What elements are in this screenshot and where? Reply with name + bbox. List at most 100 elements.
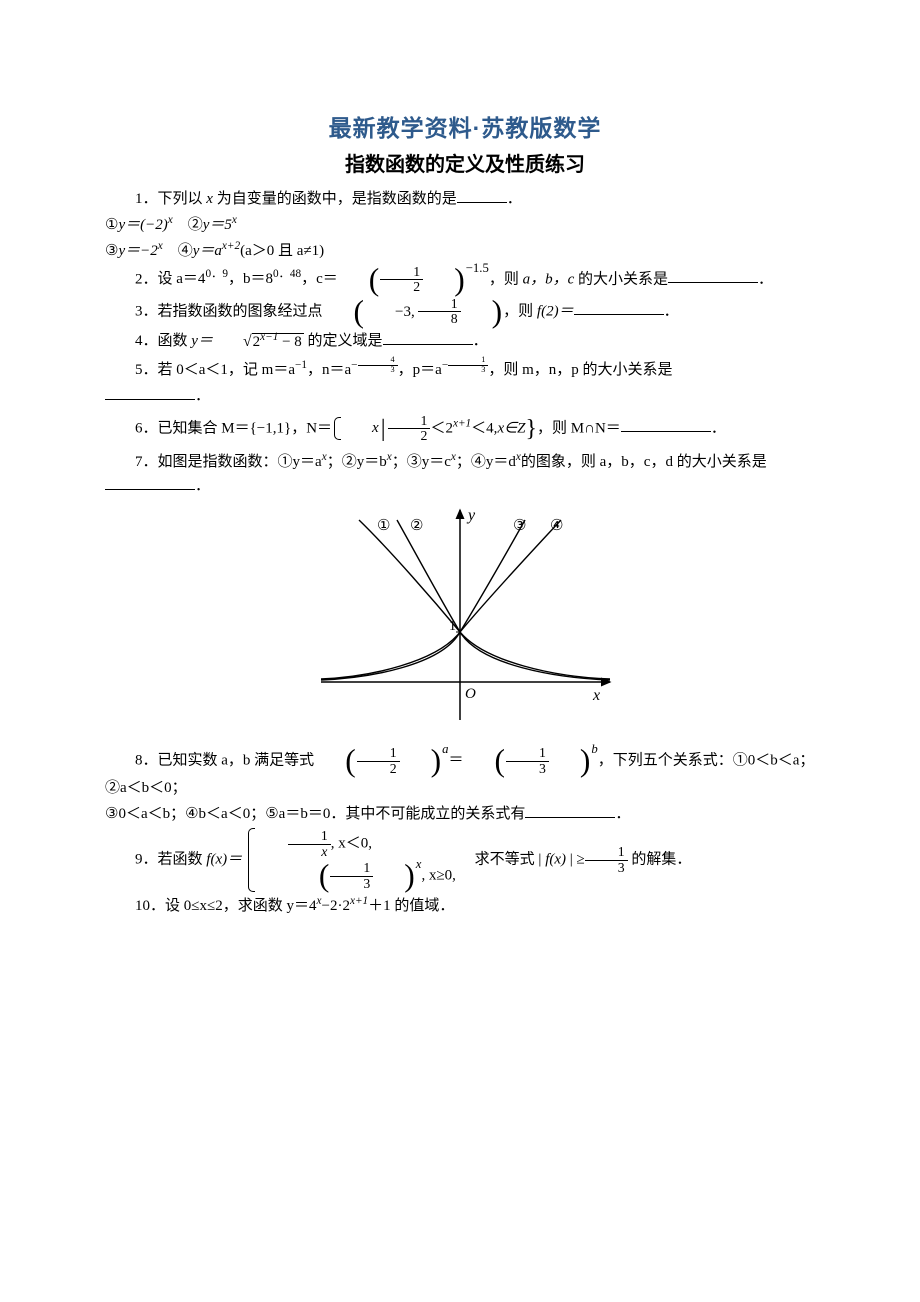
header-title: 最新教学资料·苏教版数学 [105, 110, 825, 147]
q3-point: (−3,18) [323, 297, 504, 327]
exponential-graph: yxO1①②③④ [315, 502, 615, 732]
q7-figure: yxO1①②③④ [105, 502, 825, 740]
q7-dot: ． [195, 478, 210, 494]
q9-c2cond: , x≥0, [421, 867, 455, 883]
question-8: 8．已知实数 a，b 满足等式(12)a＝(13)b，下列五个关系式：①0＜b＜… [105, 746, 825, 800]
q9-cases: 1x, x＜0, (13)x, x≥0, [246, 828, 456, 892]
q6-ineq-exp: x+1 [453, 417, 471, 429]
q2-frac-n: 1 [380, 265, 423, 280]
q6-dot: ． [711, 420, 726, 436]
q6-blank [621, 418, 711, 432]
q3-dot: ． [664, 303, 679, 319]
q1-opt2-math: y＝5 [203, 217, 232, 233]
q8-rd: 3 [506, 762, 549, 776]
q8-lexp: a [442, 742, 448, 756]
question-7: 7．如图是指数函数：①y＝ax；②y＝bx；③y＝cx；④y＝dx的图象，则 a… [105, 450, 825, 498]
q10-number: 10． [135, 898, 165, 914]
q3-number: 3． [135, 303, 158, 319]
q5-dot: ． [195, 388, 210, 404]
q6-b: ，则 M∩N＝ [537, 420, 621, 436]
q2-b-exp: 0．48 [273, 268, 301, 280]
q8-right-frac: (13) [463, 746, 591, 776]
q3-blank [574, 301, 664, 315]
svg-text:x: x [592, 687, 600, 704]
q1-dot: ． [507, 191, 522, 207]
q3-pt-x: −3, [365, 300, 418, 324]
q1-stem-b: 为自变量的函数中，是指数函数的是 [213, 191, 457, 207]
q4-sqrt: √2x−1 − 8 [213, 329, 304, 354]
q5-blank [105, 385, 195, 399]
q3-fx: f(2)＝ [537, 303, 574, 319]
q6-set-close-icon: } [526, 416, 538, 442]
q9-number: 9． [135, 851, 158, 867]
q3-frac-d: 8 [418, 312, 461, 326]
q4-blank [383, 331, 473, 345]
q8-rexp: b [591, 742, 597, 756]
q8-eq: ＝ [448, 753, 463, 769]
q4-rad-exp: x−1 [260, 331, 278, 343]
q2-parenfrac: (12) [338, 265, 466, 295]
q8-ln: 1 [357, 746, 400, 761]
q1-opt2-exp: x [232, 214, 237, 226]
q1-stem-a: 下列以 [158, 191, 207, 207]
q10-e2: x+1 [350, 895, 368, 907]
q1-var-x: x [206, 191, 213, 207]
question-2: 2．设 a＝40．9，b＝80．48，c＝(12)−1.5，则 a，b，c 的大… [105, 265, 825, 295]
q9-a: 若函数 [158, 851, 207, 867]
q4-b: 的定义域是 [304, 333, 383, 349]
q1-opt3-label: ③ [105, 243, 118, 259]
q5-b: ，n＝a [307, 362, 351, 378]
question-9: 9．若函数 f(x)＝ 1x, x＜0, (13)x, x≥0, 求不等式 | … [105, 828, 825, 892]
q4-rad-tail: − 8 [278, 334, 301, 350]
q4-a: 函数 [158, 333, 192, 349]
q9-c2exp: x [416, 857, 422, 871]
q2-dot: ． [758, 271, 773, 287]
header-subtitle: 指数函数的定义及性质练习 [105, 149, 825, 181]
q9-c1d: x [321, 844, 327, 859]
q1-opt4-exp: x+2 [222, 240, 240, 252]
q8-blank [525, 804, 615, 818]
q1-blank [457, 189, 507, 203]
q8-left-frac: (12) [314, 746, 442, 776]
q9-rhsd: 3 [585, 861, 628, 875]
question-4: 4．函数 y＝√2x−1 − 8 的定义域是． [105, 329, 825, 354]
q10-c: ＋1 的值域． [368, 898, 454, 914]
q3-a: 若指数函数的图象经过点 [158, 303, 323, 319]
q1-opt1-math: y＝(−2) [118, 217, 167, 233]
question-5: 5．若 0＜a＜1，记 m＝a−1，n＝a−43，p＝a−13，则 m，n，p … [105, 356, 825, 382]
question-3: 3．若指数函数的图象经过点(−3,18)，则 f(2)＝． [105, 297, 825, 327]
q9-c1n: 1 [288, 829, 331, 844]
q3-frac-n: 1 [418, 297, 461, 312]
q5-n-exp-d: 3 [358, 366, 398, 375]
q6-ineq-r: ＜4, [471, 420, 497, 436]
q6-a: 已知集合 M＝{−1,1}，N＝ [158, 420, 333, 436]
q9-rhsn: 1 [585, 845, 628, 860]
q2-c-exp: −1.5 [466, 261, 489, 275]
q2-c-pre: ，c＝ [301, 271, 338, 287]
q8-ld: 2 [357, 762, 400, 776]
q2-blank [668, 269, 758, 283]
q1-opt4-tail: (a＞0 且 a≠1) [240, 243, 324, 259]
q9-fx: f(x)＝ [206, 851, 242, 867]
question-1: 1．下列以 x 为自变量的函数中，是指数函数的是 ． [105, 187, 825, 211]
svg-text:①: ① [377, 518, 390, 534]
q6-set: x [332, 417, 379, 440]
q8-rn: 1 [506, 746, 549, 761]
q5-d: ，则 m，n，p 的大小关系是 [488, 362, 672, 378]
q1-opt1-label: ① [105, 217, 118, 233]
q5-p-exp-d: 3 [448, 366, 488, 375]
q7-blank [105, 476, 195, 490]
q6-ineq-ln: 1 [388, 414, 431, 429]
q7-number: 7． [135, 454, 158, 470]
q1-opt3-math: y＝−2 [118, 243, 157, 259]
q1-opt4-label: ④ [163, 243, 193, 259]
q6-ineq-ld: 2 [388, 429, 431, 443]
q1-number: 1． [135, 191, 158, 207]
q1-options-line1: ①y＝(−2)x ②y＝5x [105, 213, 825, 237]
q6-set-tail: x∈Z [497, 420, 525, 436]
q7-e: 的图象，则 a，b，c，d 的大小关系是 [521, 454, 767, 470]
q5-c: ，p＝a [398, 362, 442, 378]
question-6: 6．已知集合 M＝{−1,1}，N＝x|12＜2x+1＜4,x∈Z}，则 M∩N… [105, 410, 825, 448]
question-5-blank: ． [105, 384, 825, 408]
q6-set-x: x [372, 420, 379, 436]
